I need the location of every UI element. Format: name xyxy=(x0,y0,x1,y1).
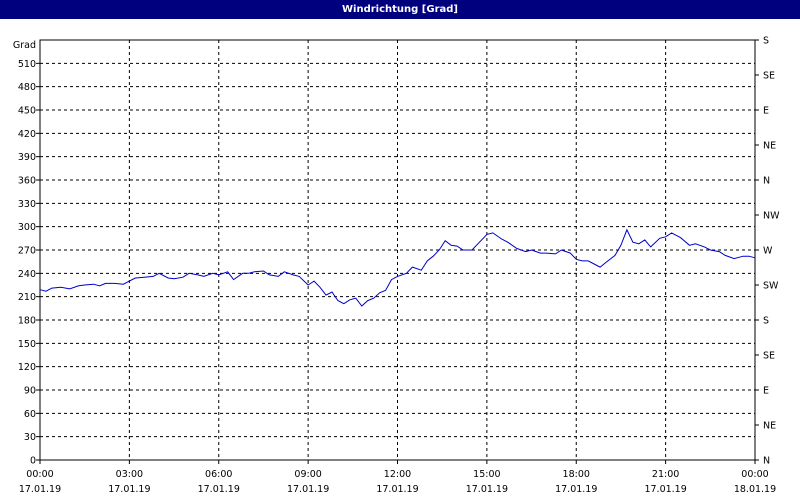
y-tick-label: 150 xyxy=(18,339,36,350)
y-tick-label: 390 xyxy=(18,152,36,163)
x-tick-date: 17.01.19 xyxy=(19,484,61,495)
compass-label: E xyxy=(763,386,769,397)
compass-label: SW xyxy=(763,281,779,292)
compass-label: E xyxy=(763,106,769,117)
y-tick-label: 420 xyxy=(18,129,36,140)
y-tick-label: 180 xyxy=(18,316,36,327)
x-tick-date: 17.01.19 xyxy=(555,484,597,495)
compass-label: SE xyxy=(763,71,775,82)
y-tick-label: 330 xyxy=(18,199,36,210)
y-tick-label: 510 xyxy=(18,59,36,70)
compass-label: S xyxy=(763,316,769,327)
x-tick-date: 17.01.19 xyxy=(287,484,329,495)
x-tick-date: 18.01.19 xyxy=(734,484,776,495)
x-tick-time: 12:00 xyxy=(384,469,411,480)
y-tick-label: 480 xyxy=(18,82,36,93)
x-tick-date: 17.01.19 xyxy=(644,484,686,495)
x-tick-time: 21:00 xyxy=(652,469,679,480)
x-tick-time: 06:00 xyxy=(205,469,232,480)
x-tick-date: 17.01.19 xyxy=(376,484,418,495)
compass-label: SE xyxy=(763,351,775,362)
x-tick-time: 03:00 xyxy=(116,469,143,480)
compass-label: S xyxy=(763,36,769,47)
y-tick-label: 30 xyxy=(24,432,36,443)
y-tick-label: 0 xyxy=(30,456,36,467)
compass-label: W xyxy=(763,246,773,257)
compass-label: NE xyxy=(763,141,776,152)
compass-label: N xyxy=(763,176,770,187)
compass-label: N xyxy=(763,456,770,467)
y-tick-label: 270 xyxy=(18,246,36,257)
x-tick-date: 17.01.19 xyxy=(108,484,150,495)
compass-label: NE xyxy=(763,421,776,432)
wind-direction-line xyxy=(39,228,756,307)
y-tick-label: 360 xyxy=(18,176,36,187)
x-tick-time: 00:00 xyxy=(26,469,53,480)
y-tick-label: 120 xyxy=(18,362,36,373)
x-tick-time: 09:00 xyxy=(294,469,321,480)
y-tick-label: 300 xyxy=(18,222,36,233)
y-tick-label: 240 xyxy=(18,269,36,280)
y-tick-label: 60 xyxy=(24,409,36,420)
y-tick-label: 210 xyxy=(18,292,36,303)
x-tick-time: 15:00 xyxy=(473,469,500,480)
x-tick-date: 17.01.19 xyxy=(466,484,508,495)
y-tick-label: 450 xyxy=(18,106,36,117)
x-tick-time: 00:00 xyxy=(741,469,768,480)
y-axis-label: Grad xyxy=(13,40,36,51)
y-tick-label: 90 xyxy=(24,386,36,397)
chart-title: Windrichtung [Grad] xyxy=(0,0,800,19)
x-tick-time: 18:00 xyxy=(563,469,590,480)
compass-label: NW xyxy=(763,211,780,222)
x-tick-date: 17.01.19 xyxy=(198,484,240,495)
